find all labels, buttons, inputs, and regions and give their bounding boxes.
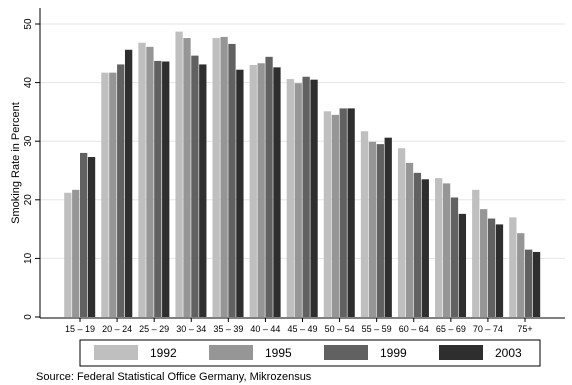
bar-2003-10 — [458, 213, 467, 317]
bar-1992-3 — [175, 31, 183, 318]
bar-2003-11 — [495, 224, 504, 317]
bar-1992-0 — [64, 192, 72, 317]
source-note: Source: Federal Statistical Office Germa… — [36, 371, 312, 383]
y-tick-label: 50 — [23, 18, 34, 30]
bar-1999-6 — [302, 76, 310, 318]
x-tick-label: 15 – 19 — [65, 324, 95, 334]
bar-1992-11 — [472, 189, 480, 317]
x-tick-label: 20 – 24 — [102, 324, 132, 334]
legend-label-1992: 1992 — [150, 346, 177, 360]
bar-2003-5 — [273, 67, 281, 317]
bar-1995-6 — [294, 83, 302, 317]
bar-1992-9 — [397, 148, 406, 317]
bar-1995-5 — [257, 63, 265, 318]
bar-1999-8 — [376, 144, 384, 317]
bar-1995-9 — [405, 162, 414, 317]
legend-swatch-2003 — [439, 345, 483, 360]
legend-box — [79, 339, 541, 367]
bar-1999-11 — [487, 218, 496, 317]
bar-1999-10 — [450, 197, 459, 317]
bar-1999-2 — [154, 60, 162, 318]
x-tick-label: 25 – 29 — [139, 324, 169, 334]
bar-1995-0 — [72, 189, 80, 317]
x-tick-label: 30 – 34 — [176, 324, 206, 334]
bar-1995-11 — [480, 209, 488, 317]
legend-swatch-1992 — [94, 345, 138, 360]
x-tick-label: 60 – 64 — [399, 324, 429, 334]
bar-2003-0 — [87, 157, 96, 317]
bar-1992-1 — [101, 72, 109, 317]
x-tick-label: 75+ — [517, 324, 532, 334]
x-tick-label: 35 – 39 — [213, 324, 243, 334]
bar-1999-4 — [228, 43, 236, 318]
bar-1992-8 — [360, 131, 369, 317]
bar-1995-4 — [220, 36, 228, 317]
bar-1999-0 — [80, 152, 88, 317]
y-tick-label: 0 — [23, 314, 34, 320]
bar-2003-9 — [421, 179, 429, 317]
legend-label-1995: 1995 — [265, 346, 292, 360]
y-tick-label: 10 — [23, 252, 34, 264]
legend: 1992 1995 1999 2003 — [79, 339, 541, 367]
bar-1995-10 — [442, 183, 451, 317]
bar-1999-7 — [339, 108, 347, 317]
bar-2003-3 — [199, 64, 207, 318]
legend-label-1999: 1999 — [380, 346, 407, 360]
bar-1999-1 — [117, 64, 125, 318]
bar-1992-12 — [509, 217, 517, 317]
x-tick-label: 55 – 59 — [362, 324, 392, 334]
legend-swatch-1995 — [209, 345, 253, 360]
bar-1999-5 — [265, 56, 273, 317]
bar-2003-2 — [162, 61, 170, 317]
bar-2003-4 — [236, 69, 244, 318]
bar-1992-7 — [323, 111, 332, 317]
bar-1999-9 — [413, 172, 422, 317]
bar-series — [64, 31, 541, 318]
x-axis-ticks: 15 – 19 20 – 24 25 – 29 30 – 34 35 – 39 40 – … — [65, 318, 533, 334]
x-tick-label: 50 – 54 — [325, 324, 355, 334]
bar-1995-3 — [183, 38, 191, 318]
bar-2003-1 — [124, 49, 133, 317]
bar-1992-10 — [435, 178, 443, 317]
y-tick-label: 20 — [23, 194, 34, 206]
bar-1992-4 — [212, 38, 220, 318]
bar-1992-6 — [286, 79, 294, 317]
bar-1999-12 — [525, 249, 533, 317]
legend-swatch-1999 — [324, 345, 368, 360]
bar-2003-6 — [310, 79, 318, 317]
bar-1995-1 — [109, 72, 117, 317]
x-tick-label: 65 – 69 — [436, 324, 466, 334]
x-tick-label: 45 – 49 — [287, 324, 317, 334]
bar-2003-12 — [532, 251, 541, 317]
bar-1995-2 — [146, 46, 154, 317]
y-tick-label: 40 — [23, 77, 34, 89]
bar-1995-12 — [517, 233, 525, 317]
y-axis-title: Smoking Rate in Percent — [10, 102, 22, 224]
bar-1992-2 — [138, 42, 146, 317]
y-tick-label: 30 — [23, 135, 34, 147]
y-axis-ticks: 0 10 20 30 40 50 — [23, 18, 40, 320]
legend-label-2003: 2003 — [495, 346, 522, 360]
bar-1992-5 — [249, 65, 257, 318]
bar-2003-7 — [347, 108, 355, 317]
x-tick-label: 70 – 74 — [473, 324, 503, 334]
bar-1995-7 — [331, 114, 339, 317]
x-tick-label: 40 – 44 — [250, 324, 280, 334]
bar-1995-8 — [368, 141, 377, 317]
bar-2003-8 — [384, 137, 392, 317]
bar-1999-3 — [191, 55, 199, 317]
